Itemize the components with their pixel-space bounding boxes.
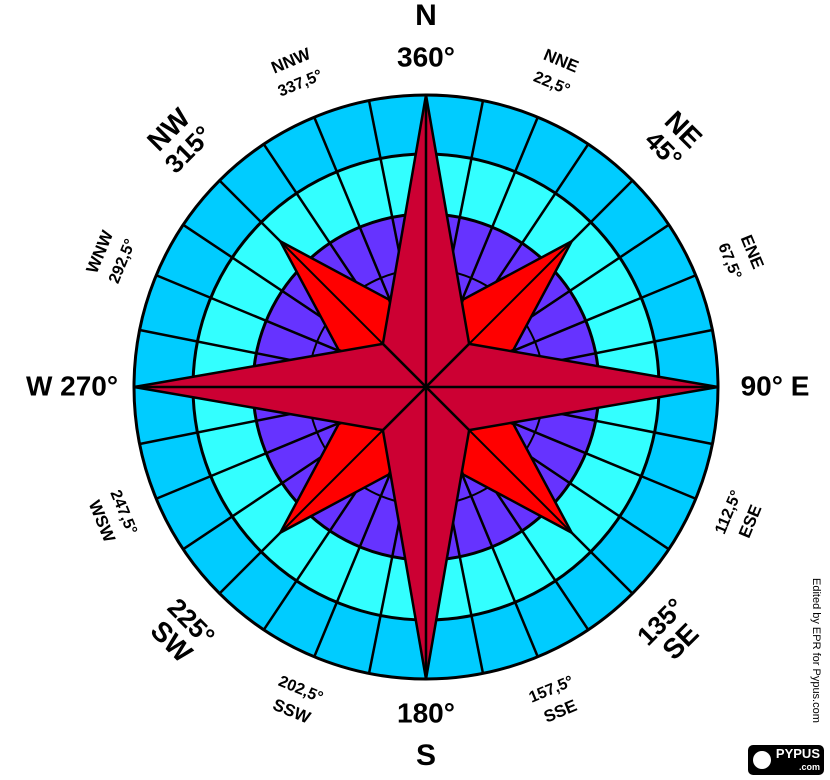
logo-suffix: .com: [798, 762, 820, 772]
label-n-degrees: 360°: [397, 41, 455, 72]
label-w: W 270°: [26, 370, 118, 401]
credit-label: Edited by EPR for Pypus.com: [810, 578, 822, 723]
logo-name: PYPUS: [775, 746, 820, 761]
pypus-logo: PYPUS .com: [748, 745, 824, 775]
label-s-name: S: [416, 739, 436, 772]
credit-text: Edited by EPR for Pypus.com: [808, 578, 822, 738]
logo-mascot-icon: [753, 751, 771, 769]
label-n-name: N: [415, 0, 437, 32]
label-e: 90° E: [741, 370, 810, 401]
label-s-degrees: 180°: [397, 697, 455, 728]
